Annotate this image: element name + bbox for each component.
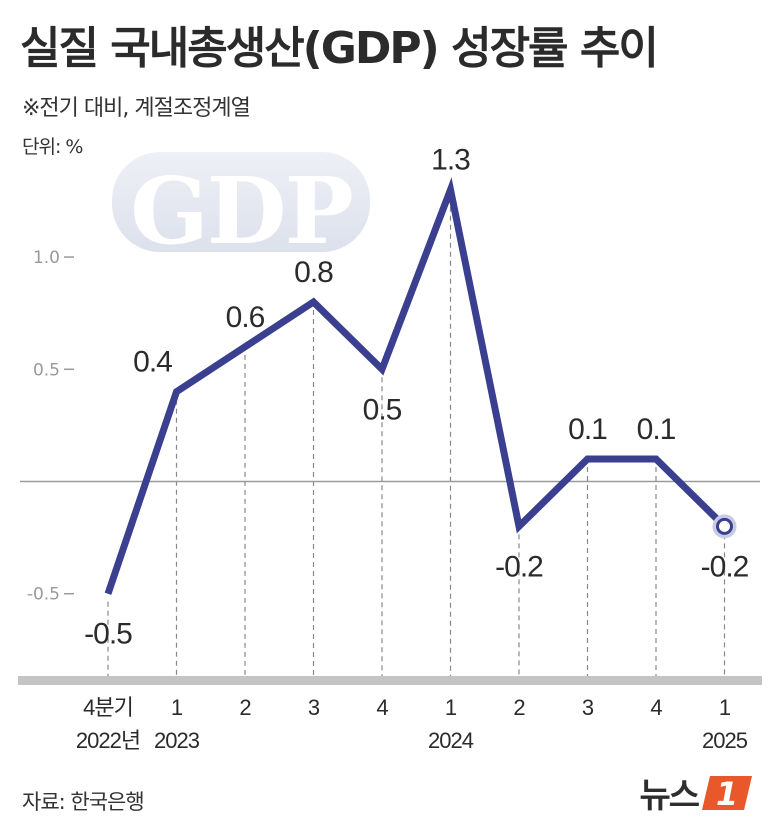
x-tick-label: 1 <box>171 695 183 720</box>
x-tick-label: 4 <box>650 695 662 720</box>
data-labels: -0.5 0.4 0.6 0.8 0.5 1.3 -0.2 0.1 0.1 -0.2 <box>84 144 750 651</box>
year-label: 2022년 <box>76 728 140 753</box>
data-label: -0.2 <box>495 550 543 583</box>
data-label: 0.1 <box>637 413 676 446</box>
series-path <box>104 177 727 595</box>
guide-lines <box>107 197 726 676</box>
data-label: 0.6 <box>226 301 265 334</box>
unit-label: 단위: % <box>22 136 83 158</box>
source-note: 자료: 한국은행 <box>22 790 145 814</box>
logo-mark-text: 1 <box>716 775 738 813</box>
gdp-watermark-text: GDP <box>130 157 352 265</box>
x-tick-label: 1 <box>445 695 457 720</box>
chart-note: ※전기 대비, 계절조정계열 <box>22 96 251 121</box>
x-tick-label: 2 <box>239 695 251 720</box>
x-tick-label: 4 <box>376 695 388 720</box>
year-label: 2023 <box>154 728 200 753</box>
data-label: 0.4 <box>133 346 172 379</box>
data-label: 1.3 <box>431 144 470 177</box>
x-axis-bar <box>18 676 762 685</box>
page-title: 실질 국내총생산(GDP) 성장률 추이 <box>20 23 659 74</box>
y-tick-label: 0.5 <box>33 360 60 380</box>
data-label: 0.5 <box>363 393 402 426</box>
x-tick-label: 2 <box>513 695 525 720</box>
logo-mark-icon: 1 <box>702 775 752 813</box>
x-tick-label: 3 <box>308 695 320 720</box>
year-label: 2025 <box>702 728 748 753</box>
gdp-watermark: GDP <box>112 152 370 265</box>
y-axis: 1.0 0.5 -0.5 <box>27 248 74 605</box>
x-tick-label: 4분기 <box>83 695 133 720</box>
x-tick-label: 3 <box>582 695 594 720</box>
y-tick-label: 1.0 <box>33 248 60 268</box>
news1-logo: 뉴스 1 <box>639 768 754 817</box>
data-label: -0.2 <box>701 550 749 583</box>
last-point-marker <box>716 517 733 535</box>
data-label: 0.1 <box>568 413 607 446</box>
y-tick-label: -0.5 <box>27 585 60 605</box>
x-tick-label: 1 <box>719 695 731 720</box>
data-label: 0.8 <box>294 256 333 289</box>
logo-text: 뉴스 <box>639 776 700 816</box>
data-label: -0.5 <box>84 618 132 651</box>
x-axis-labels: 4분기 1 2 3 4 1 2 3 4 1 2022년 2023 2024 2025 <box>76 695 749 753</box>
series-line <box>104 177 737 595</box>
year-label: 2024 <box>428 728 474 753</box>
